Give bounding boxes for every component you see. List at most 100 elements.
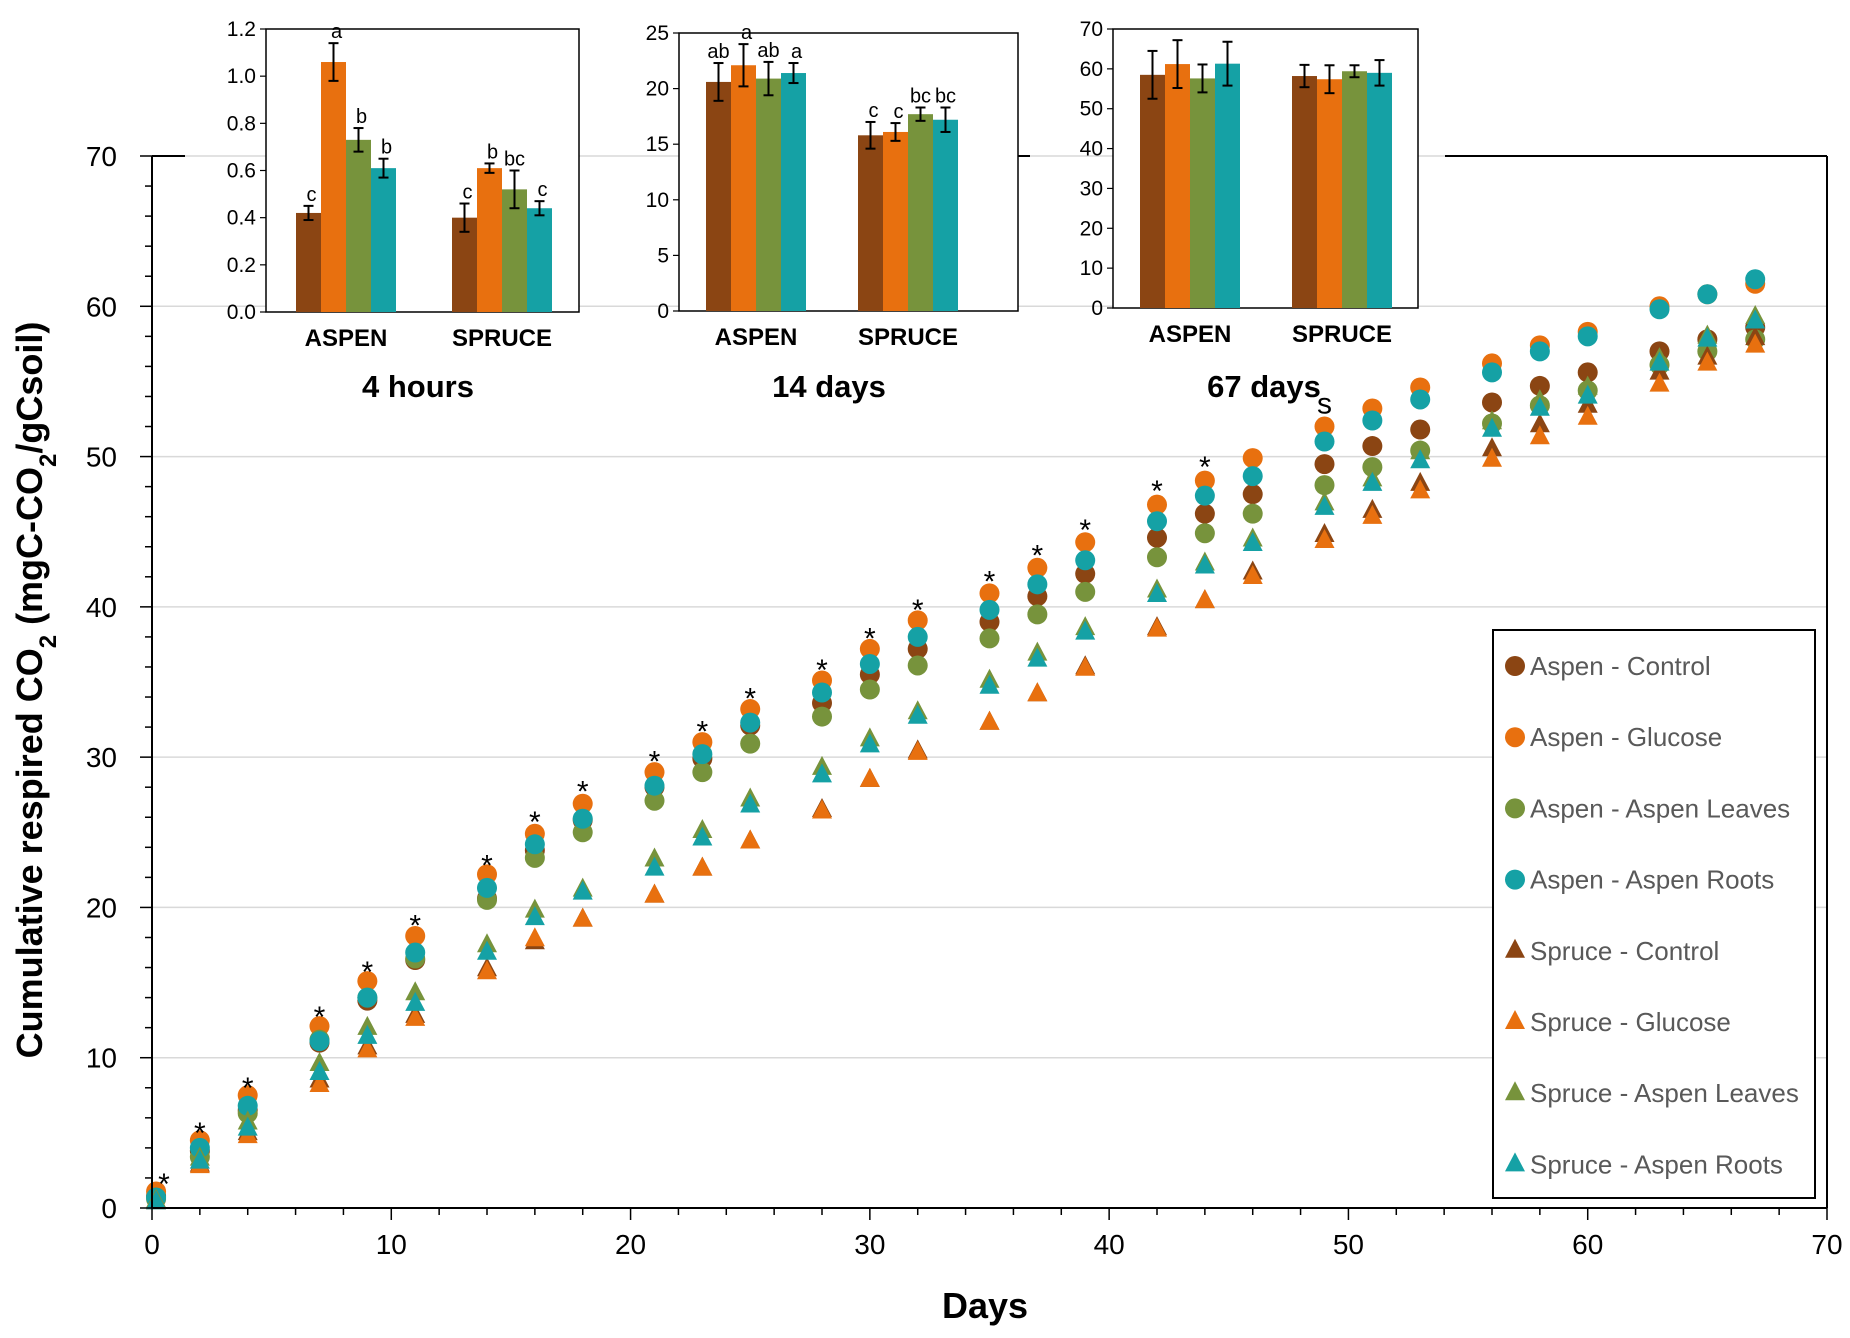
data-point: [357, 987, 378, 1008]
data-point: [1242, 448, 1263, 469]
inset-bar: [1190, 78, 1215, 309]
data-point: [572, 907, 593, 927]
inset-bar: [706, 81, 731, 311]
significance-star: *: [864, 622, 876, 655]
data-point: [1314, 495, 1335, 515]
series-spruce-glucose: [146, 333, 1766, 1208]
data-point: [1410, 389, 1431, 410]
inset-significance-letter: ab: [707, 41, 729, 63]
data-point: [692, 826, 713, 846]
y-tick-label: 10: [86, 1043, 117, 1074]
data-point: [1529, 375, 1550, 396]
significance-star: *: [1199, 451, 1211, 484]
data-point: [1529, 341, 1550, 362]
data-point: [1482, 417, 1502, 437]
inset-y-tick-label: 10: [1080, 257, 1103, 280]
inset-y-tick-label: 25: [646, 22, 669, 45]
data-point: [357, 971, 378, 992]
data-point: [524, 906, 545, 926]
significance-star: *: [362, 956, 374, 989]
data-point: [1027, 557, 1048, 578]
data-point: [1075, 656, 1096, 676]
x-tick-label: 40: [1094, 1229, 1125, 1260]
inset-bar: [502, 189, 527, 312]
x-tick-label: 10: [376, 1229, 407, 1260]
inset-y-tick-label: 0.0: [227, 301, 256, 324]
data-point: [1410, 449, 1431, 469]
data-point: [1242, 466, 1263, 487]
significance-annotations: * * * * * * * * * * * * * * * * * * * * s: [158, 387, 1332, 1200]
inset-bar: [731, 65, 756, 311]
data-point: [740, 733, 761, 754]
data-point: [692, 744, 713, 765]
data-point: [1027, 604, 1048, 625]
inset-y-tick-label: 15: [646, 133, 669, 156]
inset-bar: [908, 114, 933, 312]
inset-significance-letter: bc: [504, 149, 525, 171]
data-point: [1314, 475, 1335, 496]
data-point: [1027, 574, 1048, 595]
inset-category-label: SPRUCE: [452, 325, 552, 352]
inset-y-tick-label: 1.2: [227, 18, 256, 41]
data-point: [859, 638, 880, 659]
inset-y-tick-label: 40: [1080, 138, 1103, 161]
significance-star: *: [194, 1117, 206, 1150]
data-point: [979, 674, 1000, 694]
legend-label: Spruce - Glucose: [1530, 1007, 1731, 1037]
data-point: [477, 940, 497, 960]
significance-star: *: [744, 683, 756, 716]
data-point: [309, 1031, 330, 1052]
data-point: [1577, 326, 1598, 347]
data-point: [309, 1072, 330, 1092]
significance-star: *: [529, 806, 541, 839]
data-point: [1242, 565, 1263, 585]
data-point: [740, 712, 761, 733]
inset-significance-letter: c: [869, 100, 879, 122]
data-point: [1075, 620, 1096, 640]
x-tick-label: 0: [144, 1229, 160, 1260]
data-point: [1147, 583, 1167, 603]
data-point: [644, 856, 665, 876]
data-point: [1482, 392, 1502, 413]
inset-y-tick-label: 10: [646, 189, 669, 212]
inset-category-label: SPRUCE: [1292, 321, 1392, 348]
x-tick-label: 30: [854, 1229, 885, 1260]
data-point: [1482, 437, 1502, 457]
inset-67-days: 0 10 20 30 40 50 60 70 ASPEN SPRUCE 67 days: [1080, 18, 1419, 404]
significance-star: *: [577, 776, 589, 809]
data-point: [907, 704, 928, 724]
inset-significance-letter: bc: [935, 86, 956, 108]
inset-bar: [371, 168, 396, 312]
data-point: [1075, 550, 1096, 571]
data-point: [859, 733, 880, 753]
data-point: [1745, 269, 1766, 290]
x-axis-title: Days: [942, 1285, 1028, 1326]
data-point: [1242, 484, 1263, 505]
inset-significance-letter: c: [538, 179, 548, 201]
data-point: [1314, 454, 1335, 475]
inset-significance-letter: c: [894, 101, 904, 123]
inset-bar: [1342, 71, 1367, 309]
data-point: [1410, 479, 1431, 499]
data-point: [1314, 416, 1335, 437]
inset-y-tick-label: 60: [1080, 58, 1103, 81]
inset-bar: [1317, 79, 1342, 308]
inset-bar: [346, 139, 371, 312]
inset-bar: [1140, 74, 1165, 308]
data-point: [1362, 471, 1383, 491]
data-point: [740, 793, 761, 813]
data-point: [1194, 485, 1215, 506]
data-point: [309, 1060, 330, 1080]
inset-y-tick-label: 70: [1080, 18, 1103, 41]
data-point: [1529, 396, 1550, 416]
data-point: [1529, 425, 1550, 445]
inset-bar: [933, 119, 958, 312]
data-point: [1362, 504, 1383, 524]
data-point: [644, 775, 665, 796]
data-point: [237, 1116, 258, 1136]
inset-significance-letter: a: [791, 41, 803, 63]
legend-label: Spruce - Aspen Roots: [1530, 1149, 1783, 1179]
legend-marker: [1505, 869, 1525, 890]
data-point: [572, 880, 593, 900]
